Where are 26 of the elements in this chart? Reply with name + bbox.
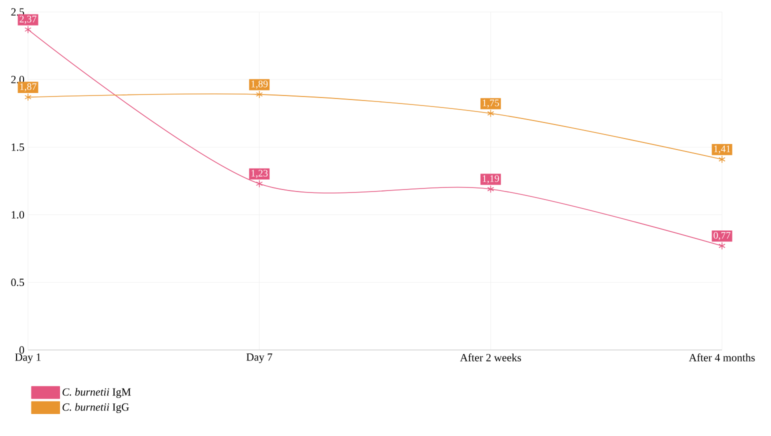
x-tick-label: Day 1 xyxy=(15,354,41,364)
point xyxy=(718,155,726,164)
data-label: 1,75 xyxy=(482,100,500,108)
point xyxy=(24,93,32,102)
x-tick-label: After 4 months xyxy=(688,354,755,362)
point xyxy=(256,180,263,188)
point xyxy=(718,242,726,250)
legend-label: C. burnetii IgG xyxy=(62,403,129,414)
x-tick-label: Day 7 xyxy=(246,354,272,364)
legend-label: C. burnetii IgM xyxy=(62,388,131,398)
y-tick-label: 0 xyxy=(19,346,24,354)
point xyxy=(24,26,32,34)
point xyxy=(487,185,494,193)
x-tick-label: After 2 weeks xyxy=(460,354,521,362)
data-label: 2,37 xyxy=(20,16,36,24)
point xyxy=(256,90,263,98)
data-label: 1,87 xyxy=(20,83,36,92)
y-tick-label: 1.0 xyxy=(12,211,24,219)
y-tick-label: 1.5 xyxy=(12,143,24,151)
data-label: 1,41 xyxy=(714,146,730,154)
data-label: 1,19 xyxy=(482,175,499,184)
point xyxy=(487,109,494,118)
data-label: 1,89 xyxy=(252,80,268,89)
data-label: 0,77 xyxy=(714,232,730,240)
y-tick-label: 0.5 xyxy=(11,278,24,286)
data-label: 1,23 xyxy=(252,170,268,178)
